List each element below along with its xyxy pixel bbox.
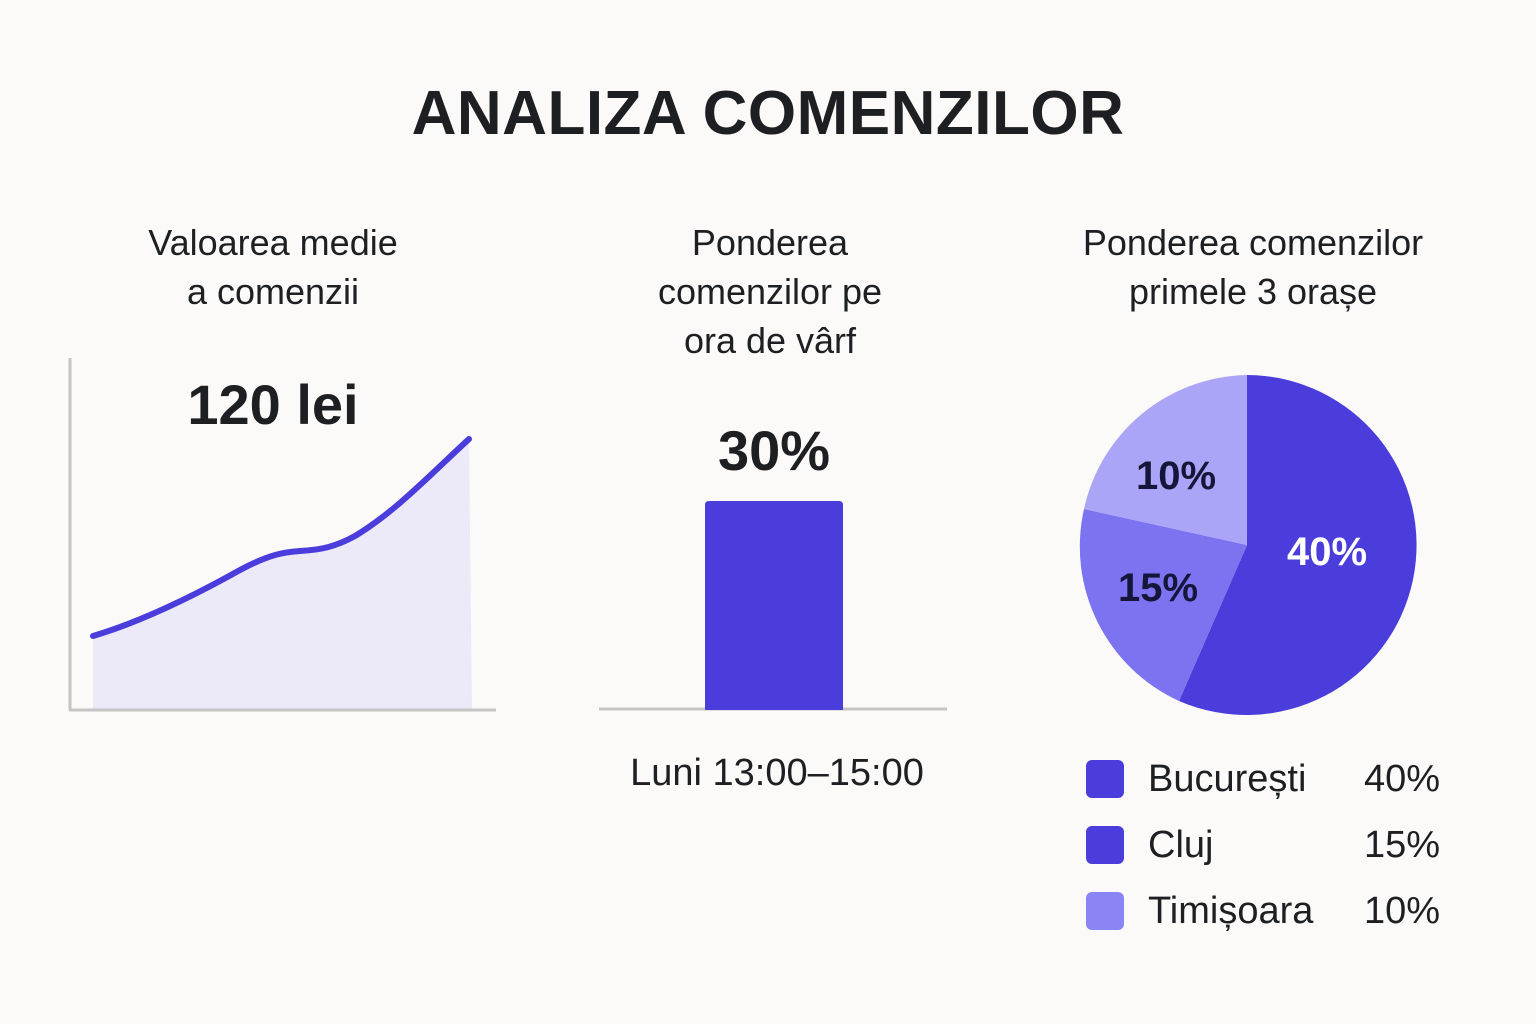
legend-item-timisoara: Timișoara 10% [1086, 889, 1440, 933]
pie-slice-bucuresti [1179, 375, 1417, 715]
top-cities-title: Ponderea comenzilor primele 3 orașe [1030, 218, 1476, 316]
avg-order-value: 120 lei [187, 373, 359, 436]
top-cities-title-line2: primele 3 orașe [1128, 271, 1378, 312]
legend-swatch-bucuresti [1086, 760, 1124, 798]
legend-item-cluj: Cluj 15% [1086, 823, 1440, 867]
pie-label-cluj: 15% [1117, 566, 1199, 610]
avg-order-title-line2: a comenzii [186, 271, 360, 312]
pie-slice-timisoara [1084, 375, 1247, 545]
page-title: ANALIZA COMENZILOR [411, 79, 1125, 148]
legend-label: Cluj [1148, 823, 1214, 866]
legend-value: 10% [1363, 889, 1440, 932]
pie-label-timisoara: 10% [1135, 454, 1217, 498]
peak-hour-title: Ponderea comenzilor pe ora de vârf [570, 218, 970, 365]
legend-label: București [1148, 757, 1307, 800]
top-cities-title-line1: Ponderea comenzilor [1082, 222, 1424, 263]
trend-line [90, 436, 472, 639]
legend-swatch-timisoara [1086, 892, 1124, 930]
avg-order-area-chart [68, 358, 496, 712]
legend-value: 15% [1363, 823, 1440, 866]
area-fill [93, 439, 472, 710]
legend-item-bucuresti: București 40% [1086, 757, 1440, 801]
peak-hour-title-line1: Ponderea [691, 222, 849, 263]
peak-hour-bar-chart [599, 501, 947, 711]
avg-order-title-line1: Valoarea medie [148, 222, 398, 263]
peak-hour-category-label: Luni 13:00–15:00 [630, 752, 924, 794]
pie-slice-cluj [1079, 509, 1247, 701]
avg-order-title: Valoarea medie a comenzii [73, 218, 473, 316]
peak-hour-title-line2: comenzilor pe [657, 271, 883, 312]
peak-hour-title-line3: ora de vârf [683, 320, 857, 361]
top-cities-pie-chart [1079, 375, 1417, 715]
legend-value: 40% [1363, 757, 1440, 800]
peak-hour-value: 30% [717, 419, 831, 482]
legend-swatch-cluj [1086, 826, 1124, 864]
pie-label-bucuresti: 40% [1286, 530, 1368, 574]
legend-label: Timișoara [1148, 889, 1314, 932]
bar-peak-hour [705, 501, 843, 710]
